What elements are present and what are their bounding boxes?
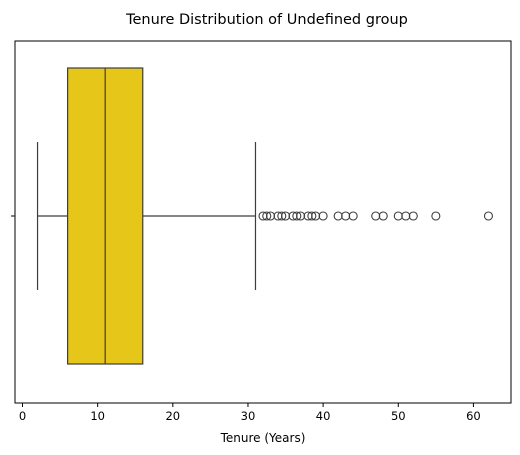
x-tick-label: 60 [466, 409, 481, 423]
x-tick-label: 40 [316, 409, 331, 423]
chart-title: Tenure Distribution of Undefined group [125, 12, 408, 28]
outlier-point [378, 211, 388, 221]
outlier-point [401, 211, 411, 221]
outlier-point [292, 211, 302, 221]
x-tick-label: 50 [391, 409, 406, 423]
x-tick-label: 0 [19, 409, 26, 423]
outlier-point [408, 211, 418, 221]
outlier-point [307, 211, 317, 221]
x-tick-label: 10 [90, 409, 105, 423]
outlier-point [262, 211, 272, 221]
outlier-point [431, 211, 441, 221]
outlier-point [333, 211, 343, 221]
x-axis: 0 10 20 30 40 50 60 [11, 40, 512, 423]
outlier-point [348, 211, 358, 221]
outlier-point [277, 211, 287, 221]
outlier-point [483, 211, 494, 221]
x-tick-label: 20 [165, 409, 180, 423]
axes-frame [14, 40, 512, 404]
x-axis-label: Tenure (Years) [220, 431, 306, 445]
x-tick-label: 30 [241, 409, 256, 423]
outlier-point [393, 211, 403, 221]
plot-area [36, 67, 494, 365]
outlier-point [341, 211, 351, 221]
outlier-point [318, 211, 328, 221]
outlier-point [371, 211, 381, 221]
